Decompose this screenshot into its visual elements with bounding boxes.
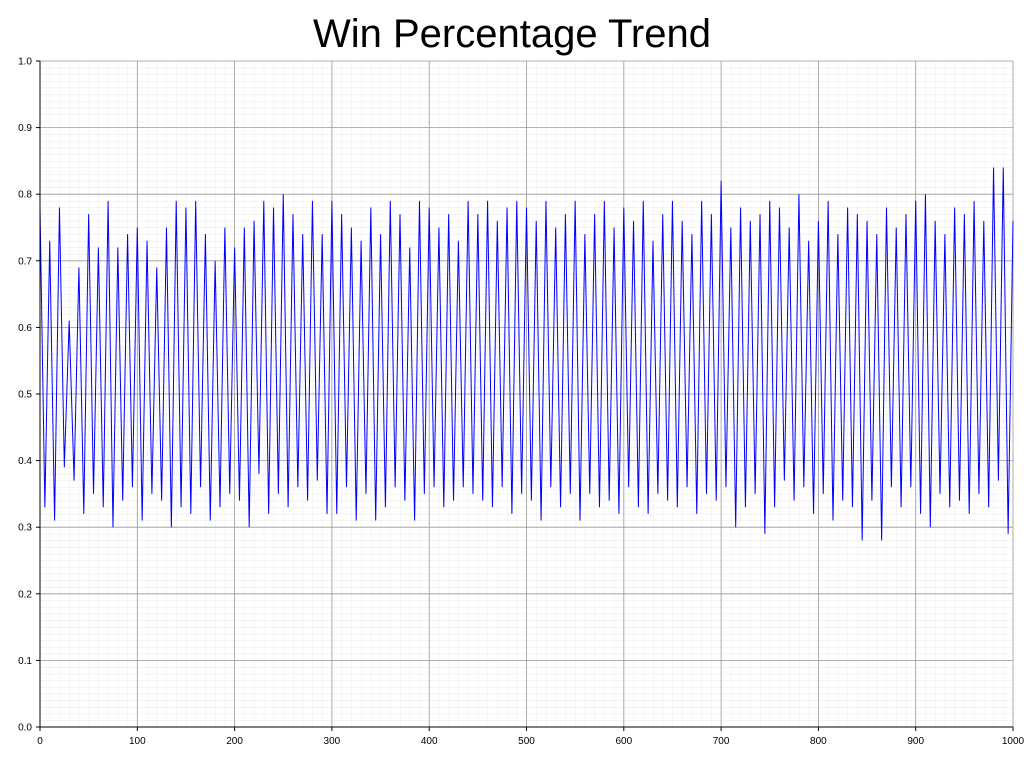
y-tick-label: 0.7 — [18, 256, 32, 267]
x-tick-label: 900 — [907, 736, 924, 747]
y-tick-label: 0.1 — [18, 656, 32, 667]
chart-title: Win Percentage Trend — [313, 12, 711, 56]
y-tick-label: 0.0 — [18, 723, 32, 734]
x-tick-label: 200 — [226, 736, 243, 747]
x-tick-label: 1000 — [1002, 736, 1024, 747]
x-tick-label: 500 — [518, 736, 535, 747]
x-tick-label: 0 — [37, 736, 43, 747]
x-tick-label: 100 — [129, 736, 146, 747]
x-tick-label: 700 — [713, 736, 730, 747]
plot — [39, 167, 1014, 541]
grid — [39, 60, 1014, 728]
x-tick-label: 800 — [810, 736, 827, 747]
y-tick-label: 0.5 — [18, 390, 32, 401]
data-line — [39, 167, 1014, 541]
x-tick-label: 400 — [421, 736, 438, 747]
axes: 0.0 0.1 0.2 0.3 0.4 0.5 0.6 0.7 0.8 0.9 1.0 0 100 200… — [18, 57, 1024, 748]
x-tick-label: 600 — [615, 736, 632, 747]
y-tick-label: 0.9 — [18, 123, 32, 134]
y-tick-label: 0.3 — [18, 523, 32, 534]
y-tick-label: 0.8 — [18, 190, 32, 201]
x-tick-label: 300 — [324, 736, 341, 747]
y-tick-label: 0.4 — [18, 456, 32, 467]
y-tick-label: 0.2 — [18, 589, 32, 600]
y-tick-label: 0.6 — [18, 323, 32, 334]
y-tick-label: 1.0 — [18, 57, 32, 68]
